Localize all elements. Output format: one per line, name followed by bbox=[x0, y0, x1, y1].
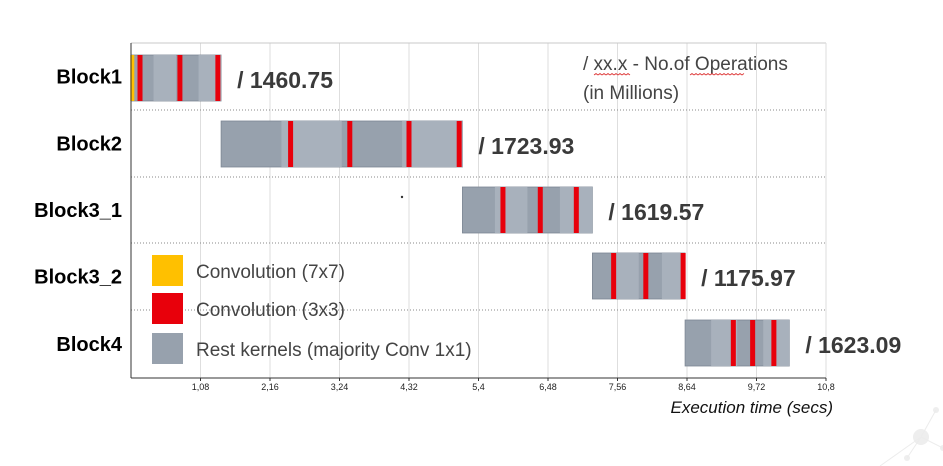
row-label-block2: Block2 bbox=[56, 134, 122, 156]
mark-conv3x3 bbox=[288, 121, 294, 167]
legend-label: Rest kernels (majority Conv 1x1) bbox=[196, 340, 472, 361]
bar-shade-band bbox=[153, 55, 177, 101]
mark-conv3x3 bbox=[643, 253, 649, 299]
bars-layer bbox=[130, 54, 790, 367]
legend: Convolution (7x7) Convolution (3x3) Rest k… bbox=[152, 255, 472, 364]
spellcheck-underline bbox=[593, 73, 631, 76]
note-line-1: / xx.x - No.of Operations bbox=[583, 54, 788, 75]
note-line-2: (in Millions) bbox=[583, 83, 679, 104]
ops-label-block3_1: / 1619.57 bbox=[608, 199, 704, 225]
row-label-block3_1: Block3_1 bbox=[34, 200, 122, 222]
x-tick-label: 8,64 bbox=[678, 382, 696, 392]
operations-note: / xx.x - No.of Operations (in Millions) bbox=[583, 54, 788, 104]
network-edge bbox=[920, 436, 943, 449]
mark-conv7x7 bbox=[130, 55, 135, 101]
bar-shade-band bbox=[661, 253, 686, 299]
x-tick-label: 3,24 bbox=[331, 382, 349, 392]
mark-conv3x3 bbox=[347, 121, 353, 167]
mark-conv3x3 bbox=[215, 55, 221, 101]
x-tick-label: 1,08 bbox=[192, 382, 210, 392]
legend-swatch bbox=[152, 293, 183, 324]
mark-conv3x3 bbox=[730, 320, 736, 366]
ops-label-block3_2: / 1175.97 bbox=[701, 265, 796, 291]
mark-conv3x3 bbox=[611, 253, 617, 299]
bar-shade-band bbox=[402, 121, 463, 167]
mark-conv3x3 bbox=[750, 320, 756, 366]
legend-swatch bbox=[152, 255, 183, 286]
x-tick-label: 2,16 bbox=[261, 382, 279, 392]
network-edge bbox=[879, 436, 922, 466]
network-edge bbox=[920, 409, 937, 438]
ops-label-block4: / 1623.09 bbox=[805, 332, 901, 358]
mark-conv3x3 bbox=[680, 253, 686, 299]
ops-label-block1: / 1460.75 bbox=[237, 67, 333, 93]
x-tick-label: 6,48 bbox=[539, 382, 557, 392]
bar-shade-band bbox=[615, 253, 639, 299]
x-tick-label: 5,4 bbox=[472, 382, 485, 392]
spellcheck-underline bbox=[689, 73, 745, 76]
mark-conv3x3 bbox=[500, 187, 506, 233]
legend-label: Convolution (7x7) bbox=[196, 262, 345, 283]
mark-conv3x3 bbox=[537, 187, 543, 233]
row-label-block1: Block1 bbox=[56, 67, 122, 89]
mark-conv3x3 bbox=[771, 320, 777, 366]
x-tick-label: 4,32 bbox=[400, 382, 418, 392]
mark-conv3x3 bbox=[137, 55, 143, 101]
mark-conv3x3 bbox=[573, 187, 579, 233]
stray-dot bbox=[400, 195, 404, 199]
row-label-block3_2: Block3_2 bbox=[34, 267, 122, 289]
ops-label-block2: / 1723.93 bbox=[478, 133, 574, 159]
x-tick-label: 7,56 bbox=[609, 382, 627, 392]
mark-conv3x3 bbox=[456, 121, 462, 167]
row-label-block4: Block4 bbox=[56, 334, 122, 356]
x-axis-title: Execution time (secs) bbox=[671, 398, 834, 417]
bar-shade-band bbox=[494, 187, 528, 233]
labels-layer: Block1 / 1460.75 Block2 / 1723.93 Block3_1 / … bbox=[34, 67, 901, 359]
mark-conv3x3 bbox=[177, 55, 183, 101]
x-tick-label: 10,8 bbox=[817, 382, 835, 392]
x-axis: 1,08 2,16 3,24 4,32 5,4 6,48 7,56 8,64 9,72 10,8 E… bbox=[130, 43, 835, 417]
legend-label: Convolution (3x3) bbox=[196, 300, 345, 321]
legend-swatch bbox=[152, 333, 183, 364]
mark-conv3x3 bbox=[406, 121, 412, 167]
decoration bbox=[400, 195, 943, 466]
x-tick-label: 9,72 bbox=[748, 382, 766, 392]
network-edge bbox=[906, 436, 922, 459]
